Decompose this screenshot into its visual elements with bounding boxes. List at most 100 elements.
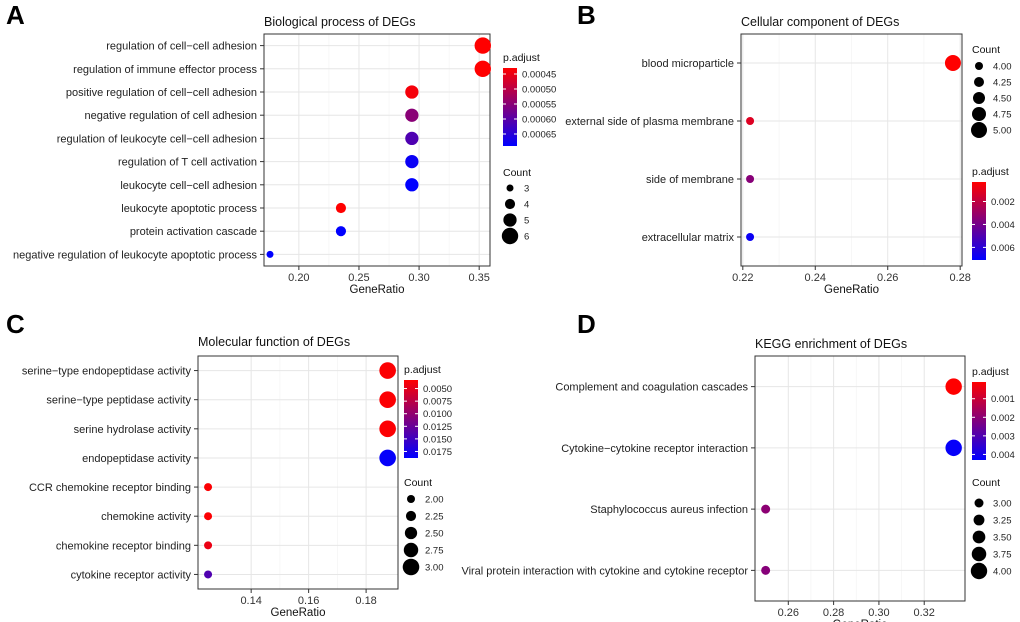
panel-c-xlabel: GeneRatio	[271, 607, 326, 619]
panel-b-color-legend-title: p.adjust	[972, 166, 1009, 178]
panel-b-color-legend-label: 0.006	[991, 243, 1015, 254]
panel-c-size-legend-label: 2.50	[425, 529, 444, 540]
panel-c-point	[204, 541, 213, 550]
panel-d-size-legend-dot	[973, 514, 985, 526]
panel-a-point	[266, 250, 274, 258]
panel-b-category-label: side of membrane	[646, 174, 734, 186]
panel-a-plot-border	[263, 33, 491, 267]
panel-a-size-legend-dot	[501, 227, 519, 245]
panel-a-color-legend-label: 0.00055	[522, 100, 556, 111]
panel-a-tick-label-x: 0.20	[288, 272, 309, 284]
panel-b-size-legend-dot	[975, 62, 983, 70]
panel-c-size-legend-label: 2.75	[425, 546, 444, 557]
panel-letter-a: A	[6, 0, 25, 30]
panel-a-tick-label-x: 0.30	[408, 272, 429, 284]
panel-b-size-legend-label: 4.75	[993, 110, 1012, 121]
panel-d-category-label: Complement and coagulation cascades	[555, 382, 748, 394]
panel-c-color-legend-bar	[404, 380, 418, 458]
panel-a-category-label: positive regulation of cell−cell adhesio…	[66, 87, 257, 99]
panel-c-category-label: endopeptidase activity	[82, 453, 191, 465]
panel-a-size-legend-dot	[506, 184, 514, 192]
panel-b-color-legend-label: 0.004	[991, 220, 1015, 231]
panel-a-size-legend-title: Count	[503, 167, 531, 179]
panel-d-size-legend-label: 4.00	[993, 567, 1012, 578]
panel-a-category-label: regulation of T cell activation	[118, 157, 257, 169]
panel-c-color-legend-label: 0.0175	[423, 447, 452, 458]
panel-c-size-legend-title: Count	[404, 477, 432, 489]
panel-b-xlabel: GeneRatio	[824, 284, 879, 296]
panel-c-point	[379, 362, 396, 379]
panel-d-color-legend-label: 0.004	[991, 450, 1015, 461]
panel-d: KEGG enrichment of DEGs 0.26 0.28 0.30 0.32 C…	[461, 337, 1014, 622]
panel-c-color-legend-label: 0.0075	[423, 397, 452, 408]
panel-d-tick-label-x: 0.32	[914, 607, 935, 619]
panel-a-point	[405, 108, 419, 122]
panel-a-point	[405, 131, 419, 146]
panel-b-point	[746, 117, 755, 125]
panel-b-size-legend-dot	[972, 107, 986, 121]
panel-b-category-label: external side of plasma membrane	[565, 116, 734, 128]
panel-c-size-legend-dot	[405, 510, 417, 522]
panel-c-point	[379, 391, 396, 408]
panel-a-color-legend-bar	[503, 68, 517, 146]
panel-c-category-label: CCR chemokine receptor binding	[29, 482, 191, 494]
panel-a-color-legend-label: 0.00060	[522, 115, 556, 126]
panel-d-size-legend-label: 3.75	[993, 550, 1012, 561]
panel-b-title: Cellular component of DEGs	[741, 15, 899, 29]
panel-d-size-legend-dot	[974, 498, 984, 508]
panel-c-tick-label-x: 0.14	[240, 595, 261, 607]
panel-a-color-legend-label: 0.00045	[522, 70, 556, 81]
panel-d-size-legend-title: Count	[972, 477, 1000, 489]
panel-c-category-label: chemokine receptor binding	[56, 540, 191, 552]
panel-a-point	[474, 37, 491, 54]
panel-d-plot-area	[755, 356, 965, 601]
panel-a-xlabel: GeneRatio	[350, 284, 405, 296]
panel-a-size-legend-label: 3	[524, 184, 529, 195]
panel-letter-d: D	[577, 309, 596, 339]
panel-b-size-legend-label: 4.25	[993, 78, 1012, 89]
panel-d-color-legend-label: 0.002	[991, 413, 1015, 424]
panel-c-size-legend-dot	[407, 495, 415, 503]
panel-a-color-legend-title: p.adjust	[503, 52, 540, 64]
panel-b-tick-label-x: 0.26	[877, 272, 898, 284]
panel-b-tick-label-x: 0.24	[805, 272, 826, 284]
panel-b-size-legend-label: 5.00	[993, 126, 1012, 137]
panel-b-tick-label-x: 0.22	[732, 272, 753, 284]
panel-b-color-legend-label: 0.002	[991, 197, 1015, 208]
panel-c-category-label: chemokine activity	[101, 511, 191, 523]
panel-b-size-legend-title: Count	[972, 44, 1000, 56]
panel-b-size-legend-dot	[974, 77, 984, 87]
panel-a-size-legend-label: 4	[524, 200, 529, 211]
panel-a-category-label: negative regulation of leukocyte apoptot…	[13, 249, 257, 261]
panel-a-category-label: regulation of cell−cell adhesion	[106, 41, 257, 53]
panel-c-plot-area	[198, 356, 398, 589]
panel-a-size-legend-dot	[503, 213, 517, 227]
panel-b-size-legend-label: 4.50	[993, 94, 1012, 105]
panel-c-color-legend-label: 0.0100	[423, 409, 452, 420]
panel-d-size-legend-dot	[970, 562, 988, 580]
panel-b: Cellular component of DEGs 0.22 0.24 0.26 0.…	[565, 15, 1015, 296]
panel-c-size-legend-label: 3.00	[425, 563, 444, 574]
panel-d-size-legend-label: 3.25	[993, 516, 1012, 527]
panel-d-plot-border	[754, 355, 966, 602]
panel-c-plot-border	[197, 355, 399, 590]
panel-c-title: Molecular function of DEGs	[198, 335, 350, 349]
panel-b-tick-label-x: 0.28	[949, 272, 970, 284]
panel-d-size-legend-dot	[972, 530, 986, 544]
panel-c-category-label: serine hydrolase activity	[74, 424, 192, 436]
panel-a-point	[405, 178, 419, 192]
panel-a-category-label: negative regulation of cell adhesion	[85, 110, 257, 122]
panel-c-color-legend-title: p.adjust	[404, 364, 441, 376]
panel-d-point	[761, 504, 771, 514]
panel-c: Molecular function of DEGs 0.14 0.16 0.18 se…	[22, 335, 452, 619]
panel-c-point	[204, 512, 213, 521]
panel-b-point	[746, 233, 755, 241]
panel-b-category-label: extracellular matrix	[642, 232, 735, 244]
panel-d-category-label: Viral protein interaction with cytokine …	[461, 565, 748, 577]
panel-d-size-legend-label: 3.00	[993, 499, 1012, 510]
panel-b-size-legend-dot	[973, 92, 985, 104]
panel-b-point	[746, 175, 755, 183]
panel-c-size-legend-label: 2.25	[425, 512, 444, 523]
panel-c-tick-label-x: 0.18	[355, 595, 376, 607]
